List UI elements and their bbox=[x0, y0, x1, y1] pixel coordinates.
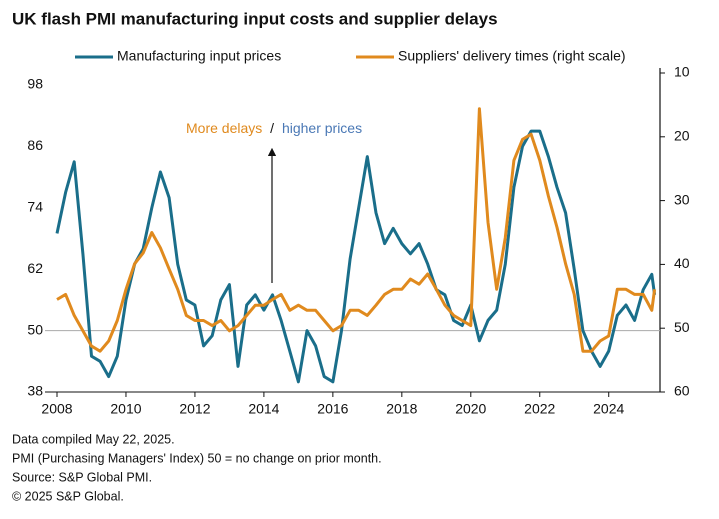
footnote: PMI (Purchasing Managers' Index) 50 = no… bbox=[12, 451, 382, 465]
legend-label: Manufacturing input prices bbox=[117, 48, 281, 64]
footnote: Data compiled May 22, 2025. bbox=[12, 432, 175, 446]
y-tick-label: 98 bbox=[27, 76, 43, 92]
x-tick-label: 2008 bbox=[41, 401, 72, 417]
y-tick-label: 74 bbox=[27, 199, 43, 215]
x-tick-label: 2012 bbox=[179, 401, 210, 417]
y2-tick-label: 20 bbox=[674, 128, 690, 144]
x-tick-label: 2014 bbox=[248, 401, 279, 417]
y2-tick-label: 10 bbox=[674, 64, 690, 80]
x-tick-label: 2018 bbox=[386, 401, 417, 417]
chart-title: UK flash PMI manufacturing input costs a… bbox=[12, 9, 498, 28]
y2-tick-label: 30 bbox=[674, 191, 690, 207]
annotation-delays: More delays bbox=[186, 120, 262, 136]
x-tick-label: 2024 bbox=[593, 401, 624, 417]
y-tick-label: 62 bbox=[27, 260, 43, 276]
series-line bbox=[56, 107, 657, 353]
x-tick-label: 2020 bbox=[455, 401, 486, 417]
y2-tick-label: 40 bbox=[674, 255, 690, 271]
series-line bbox=[55, 129, 657, 384]
annotation-slash: / bbox=[270, 120, 274, 136]
x-tick-label: 2010 bbox=[110, 401, 141, 417]
y-tick-label: 50 bbox=[27, 321, 43, 337]
legend-label: Suppliers' delivery times (right scale) bbox=[398, 48, 626, 64]
y-tick-label: 86 bbox=[27, 137, 43, 153]
y2-tick-label: 50 bbox=[674, 319, 690, 335]
footnote: Source: S&P Global PMI. bbox=[12, 470, 152, 484]
annotation-prices: higher prices bbox=[282, 120, 362, 136]
annotation: More delays / higher prices bbox=[186, 120, 362, 136]
y2-tick-label: 60 bbox=[674, 383, 690, 399]
footnote: © 2025 S&P Global. bbox=[12, 489, 124, 503]
x-tick-label: 2022 bbox=[524, 401, 555, 417]
x-tick-label: 2016 bbox=[317, 401, 348, 417]
y-tick-label: 38 bbox=[27, 383, 43, 399]
